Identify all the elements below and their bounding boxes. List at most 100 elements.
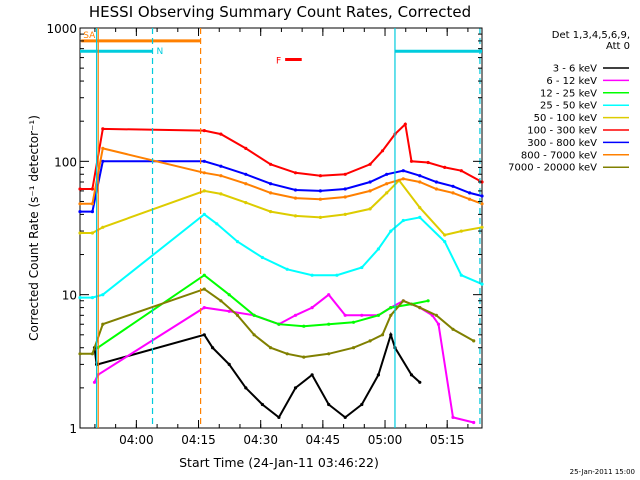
data-point [380,333,385,337]
series-line-800-7000-kev [80,147,483,205]
data-point [269,162,273,166]
data-point [202,306,206,310]
data-point [418,380,422,384]
data-point [327,322,331,326]
data-point [219,299,223,303]
data-point [426,160,430,165]
data-point [269,210,273,214]
legend-label: 3 - 6 keV [553,64,597,75]
data-point [78,296,82,300]
data-point [351,320,356,324]
plot-area [78,122,484,425]
legend-label: 50 - 100 keV [534,113,598,124]
data-point [101,322,105,326]
chart-title: HESSI Observing Summary Count Rates, Cor… [89,3,471,21]
data-point [293,313,298,317]
data-point [202,171,206,175]
data-point [380,149,385,153]
data-point [426,299,430,303]
data-point [269,182,273,186]
data-point [459,169,463,173]
data-point [468,197,472,201]
data-point [260,402,264,407]
data-point [252,313,256,317]
data-point [389,313,393,317]
data-point [244,386,248,390]
data-point [409,373,414,377]
x-tick-label: 04:15 [181,433,216,447]
data-point [78,202,82,206]
data-point [219,174,223,178]
data-point [385,172,389,176]
data-point [302,355,306,359]
data-point [269,191,273,195]
legend-label: 25 - 50 keV [540,101,597,112]
data-point [318,197,322,201]
legend-label: 7000 - 20000 keV [508,163,597,174]
data-point [302,324,306,328]
data-point [244,182,248,186]
data-point [343,415,347,419]
data-point [401,218,405,223]
data-point [277,415,281,419]
data-point [403,122,407,126]
data-point [401,169,405,173]
data-point [443,165,447,169]
data-point [101,225,105,229]
data-point [318,189,322,193]
data-point [252,333,256,337]
x-tick-label: 04:00 [119,433,154,447]
data-point [260,255,264,260]
data-point [376,313,380,317]
data-point [360,402,364,407]
data-point [343,187,347,191]
data-point [418,180,422,184]
data-point [335,273,339,277]
legend-header: Att 0 [606,41,630,52]
data-point [368,207,372,211]
data-point [277,322,281,326]
data-point [343,195,347,199]
data-point [459,273,463,277]
data-point [244,146,248,150]
data-point [78,187,82,191]
data-point [202,129,206,133]
data-point [235,313,240,317]
data-point [368,180,372,184]
series-line-300-800-kev [80,160,483,213]
x-tick-label: 05:00 [368,433,403,447]
legend-label: 300 - 800 keV [527,138,597,149]
data-point [244,201,248,205]
data-point [285,352,289,356]
data-point [327,402,331,407]
data-point [389,333,393,337]
axes: 04:00 04:15 04:30 04:45 05:00 05:15 1 10 100 1000 [46,22,482,447]
data-point [409,159,414,163]
data-point [90,352,94,356]
data-point [310,373,314,377]
data-point [343,212,347,216]
data-point [385,182,389,186]
data-point [434,313,438,317]
data-point [293,188,298,192]
data-point [101,293,105,297]
data-point [215,222,219,226]
data-point [418,215,422,219]
data-point [78,352,82,356]
y-tick-label: 1000 [46,22,77,36]
footer-timestamp: 25-Jan-2011 15:00 [570,468,635,476]
data-point [202,189,206,193]
data-point [101,159,105,163]
data-point [219,192,223,196]
data-point [244,172,248,176]
data-point [451,415,455,419]
x-axis-label: Start Time (24-Jan-11 03:46:22) [179,455,379,470]
series-line-50-100-kev [80,178,483,237]
data-point [293,171,298,175]
data-point [202,287,206,291]
data-point [293,386,298,390]
data-point [227,309,231,313]
data-point [318,215,322,219]
data-point [472,420,476,425]
